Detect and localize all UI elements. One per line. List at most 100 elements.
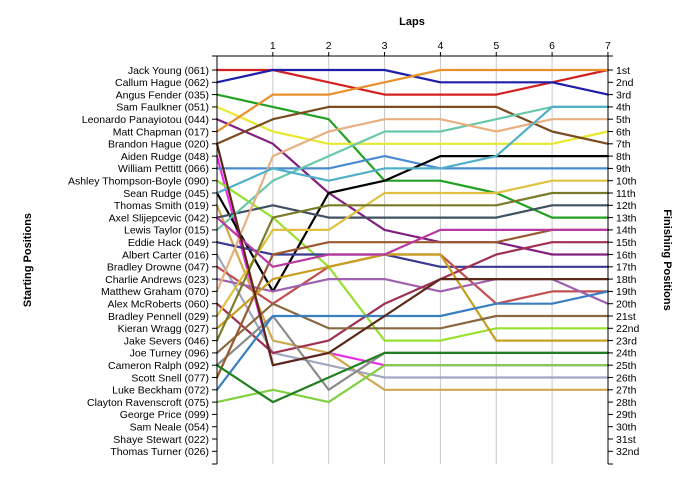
axes: [212, 52, 613, 465]
lap-tick-label: 6: [549, 40, 555, 52]
finishing-position-label: 20th: [616, 299, 637, 311]
starting-position-label: Eddie Hack (049): [128, 237, 209, 249]
finishing-position-label: 30th: [616, 422, 637, 434]
series-line-16: [215, 253, 610, 379]
series-line-30: [215, 216, 610, 268]
series-line-2: [215, 68, 610, 96]
series-line-28: [215, 364, 610, 404]
series-line-13: [215, 204, 610, 219]
finishing-position-label: 18th: [616, 274, 637, 286]
top-axis-title: Laps: [399, 16, 425, 28]
series-line-9: [215, 155, 610, 170]
labels: Laps Starting Positions Finishing Positi…: [22, 16, 673, 458]
starting-position-label: Bradley Drowne (047): [107, 262, 209, 274]
series-line-15: [215, 241, 610, 268]
series-line-24: [215, 302, 610, 354]
finishing-position-label: 11th: [616, 188, 636, 200]
finishing-position-label: 28th: [616, 397, 637, 409]
finishing-position-label: 26th: [616, 372, 637, 384]
finishing-position-label: 5th: [616, 114, 631, 126]
starting-position-label: Lewis Taylor (015): [124, 225, 209, 237]
starting-position-label: Jack Young (061): [128, 65, 209, 77]
finishing-position-label: 4th: [616, 102, 631, 114]
series-line-19: [215, 118, 610, 293]
finishing-position-label: 32nd: [616, 446, 640, 458]
finishing-position-label: 13th: [616, 212, 637, 224]
lap-tick-label: 7: [605, 40, 611, 52]
starting-position-label: Matt Chapman (017): [113, 126, 209, 138]
series-line-3: [215, 93, 610, 219]
series-line-21: [215, 179, 610, 318]
finishing-position-label: 2nd: [616, 77, 634, 89]
finishing-position-label: 1st: [616, 65, 630, 77]
series-line-10: [215, 179, 610, 342]
lap-tick-label: 2: [326, 40, 332, 52]
finishing-position-label: 3rd: [616, 89, 631, 101]
grid-lines: [272, 56, 553, 464]
series-line-6: [215, 68, 610, 133]
finishing-position-label: 23rd: [616, 335, 637, 347]
finishing-position-label: 21st: [616, 311, 636, 323]
finishing-position-label: 6th: [616, 126, 631, 138]
starting-position-label: Scott Snell (077): [131, 372, 209, 384]
series-line-27: [215, 290, 610, 391]
starting-position-label: Matthew Graham (070): [101, 286, 209, 298]
series-line-12: [215, 204, 610, 391]
starting-position-label: Ashley Thompson-Boyle (090): [68, 176, 209, 188]
finishing-position-label: 7th: [616, 139, 631, 151]
finishing-position-label: 22nd: [616, 323, 640, 335]
series-line-11: [215, 155, 610, 293]
finishing-position-label: 31st: [616, 434, 636, 446]
starting-position-label: Jake Severs (046): [124, 335, 209, 347]
starting-position-label: Luke Beckham (072): [112, 385, 209, 397]
finishing-position-label: 27th: [616, 385, 637, 397]
finishing-position-label: 12th: [616, 200, 637, 212]
series-line-32: [215, 142, 610, 367]
starting-position-label: Cameron Ralph (092): [108, 360, 209, 372]
starting-position-label: George Price (099): [120, 409, 209, 421]
series-lines: [215, 68, 610, 404]
starting-position-label: Thomas Turner (026): [110, 446, 209, 458]
series-line-1: [215, 68, 610, 96]
finishing-position-label: 25th: [616, 360, 637, 372]
series-line-4: [215, 105, 610, 145]
starting-position-label: Alex McRoberts (060): [107, 299, 209, 311]
finishing-position-label: 19th: [616, 286, 637, 298]
finishing-position-label: 15th: [616, 237, 637, 249]
finishing-position-label: 14th: [616, 225, 637, 237]
starting-position-label: Sean Rudge (045): [123, 188, 209, 200]
starting-position-label: Kieran Wragg (027): [118, 323, 209, 335]
finishing-position-label: 8th: [616, 151, 631, 163]
series-line-22: [215, 253, 610, 342]
starting-position-label: Brandon Hague (020): [108, 139, 209, 151]
lap-tick-label: 4: [437, 40, 443, 52]
finishing-position-label: 10th: [616, 176, 637, 188]
right-axis-title: Finishing Positions: [661, 209, 673, 310]
starting-position-label: Angus Fender (035): [116, 89, 209, 101]
finishing-position-label: 29th: [616, 409, 637, 421]
starting-position-label: William Pettitt (066): [118, 163, 209, 175]
left-axis-title: Starting Positions: [22, 213, 34, 307]
series-line-20: [215, 241, 610, 354]
starting-position-label: Axel Slijepcevic (042): [109, 212, 209, 224]
lap-tick-label: 3: [382, 40, 388, 52]
finishing-position-label: 9th: [616, 163, 631, 175]
starting-position-label: Shaye Stewart (022): [113, 434, 209, 446]
lap-tick-label: 5: [493, 40, 499, 52]
series-line-29: [215, 351, 610, 404]
finishing-position-label: 24th: [616, 348, 637, 360]
starting-position-label: Bradley Pennell (029): [108, 311, 209, 323]
starting-position-label: Callum Hague (062): [115, 77, 209, 89]
starting-position-label: Albert Carter (016): [122, 249, 209, 261]
starting-position-label: Clayton Ravenscroft (075): [87, 397, 209, 409]
series-line-14: [215, 105, 610, 231]
series-line-23: [215, 191, 610, 342]
starting-position-label: Charlie Andrews (023): [105, 274, 209, 286]
starting-position-label: Aiden Rudge (048): [121, 151, 209, 163]
series-line-5: [215, 118, 610, 256]
finishing-position-label: 16th: [616, 249, 637, 261]
series-line-7: [215, 105, 610, 145]
lap-tick-label: 1: [270, 40, 276, 52]
starting-position-label: Sam Neale (054): [130, 422, 209, 434]
